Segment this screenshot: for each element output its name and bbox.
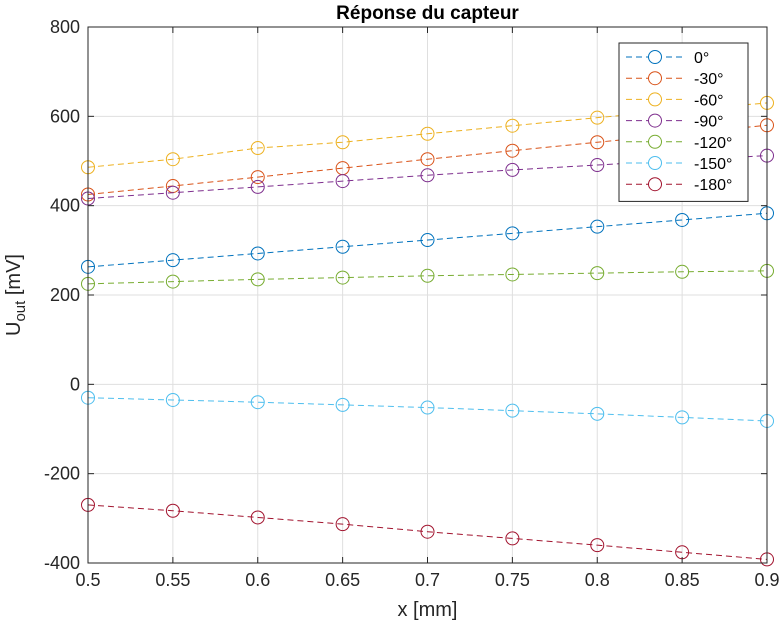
y-tick-label: 600 [50, 106, 80, 126]
legend-label: -90° [694, 114, 724, 131]
x-axis-label: x [mm] [398, 599, 458, 621]
legend-marker [648, 50, 662, 64]
data-point-marker [335, 270, 350, 285]
legend-marker [648, 92, 662, 107]
legend-box [618, 42, 749, 202]
data-point-marker [165, 253, 180, 268]
x-tick-label: 0.65 [325, 570, 360, 590]
y-tick-label: 200 [50, 285, 80, 305]
legend: 0° -30° -60° -90° -120° -150° -180° [618, 42, 749, 202]
data-point-marker [250, 272, 265, 287]
data-point-marker [165, 503, 180, 518]
x-tick-label: 0.8 [585, 570, 610, 590]
y-tick-label: -200 [44, 464, 80, 484]
data-point-marker [675, 410, 690, 425]
legend-marker [648, 177, 662, 192]
data-point-marker [675, 212, 690, 227]
series-line [87, 102, 768, 168]
series-line [87, 504, 768, 560]
data-point-marker [420, 168, 435, 183]
data-point-marker [335, 517, 350, 532]
data-point-marker [505, 531, 520, 546]
data-point-marker [505, 162, 520, 177]
data-point-marker [335, 239, 350, 254]
data-point-marker [250, 141, 265, 156]
data-point-marker [505, 226, 520, 241]
y-axis-label-main: U [3, 322, 25, 336]
data-point-marker [590, 266, 605, 281]
data-point-marker [420, 152, 435, 167]
data-point-marker [420, 400, 435, 415]
data-point-marker [590, 538, 605, 553]
series-line [87, 397, 768, 422]
legend-marker [648, 113, 662, 128]
series-line [87, 155, 768, 200]
legend-marker [648, 71, 662, 86]
data-point-marker [505, 267, 520, 282]
data-point-marker [420, 268, 435, 283]
series--150° [81, 390, 774, 428]
data-point-marker [590, 158, 605, 173]
series-0° [81, 206, 774, 274]
y-axis-label: Uout [mV] [3, 254, 29, 336]
data-point-marker [590, 406, 605, 421]
data-point-marker [335, 397, 350, 412]
data-point-marker [420, 233, 435, 248]
data-point-marker [420, 126, 435, 141]
x-tick-label: 0.9 [754, 570, 779, 590]
series-line [87, 212, 768, 268]
legend-label: -120° [694, 135, 732, 152]
data-point-marker [335, 174, 350, 189]
x-tick-label: 0.6 [245, 570, 270, 590]
data-point-marker [675, 264, 690, 279]
data-point-marker [250, 179, 265, 194]
series-line [87, 270, 768, 285]
data-point-marker [420, 524, 435, 539]
data-point-marker [505, 118, 520, 133]
legend-marker [648, 156, 662, 170]
data-point-marker [250, 170, 265, 185]
data-point-marker [590, 110, 605, 125]
data-point-marker [165, 274, 180, 289]
data-point-marker [590, 219, 605, 234]
x-tick-label: 0.75 [495, 570, 530, 590]
y-axis-label-subscript: out [12, 300, 29, 322]
y-tick-label: 0 [70, 374, 80, 394]
series-line [87, 124, 768, 195]
data-point-marker [165, 185, 180, 200]
legend-label: -180° [694, 177, 732, 194]
chart-title: Réponse du capteur [336, 3, 519, 24]
y-axis-ticks: 800 600 400 200 0 -200 -400 [44, 17, 767, 573]
data-point-marker [165, 152, 180, 167]
legend-label: -30° [694, 71, 724, 88]
data-point-marker [250, 395, 265, 410]
data-point-marker [250, 246, 265, 261]
y-axis-label-unit: [mV] [3, 254, 25, 301]
x-tick-label: 0.7 [415, 570, 440, 590]
data-point-marker [505, 143, 520, 158]
legend-label: -60° [694, 92, 724, 109]
y-tick-label: -400 [44, 553, 80, 573]
legend-label: 0° [694, 50, 709, 67]
y-tick-label: 400 [50, 196, 80, 216]
data-point-marker [165, 392, 180, 407]
legend-marker [648, 134, 662, 149]
y-tick-label: 800 [50, 17, 80, 37]
data-point-marker [505, 403, 520, 418]
x-axis-ticks: 0.5 0.55 0.6 0.65 0.7 0.75 0.8 0.85 0.9 [75, 27, 780, 590]
data-point-marker [335, 135, 350, 150]
data-point-marker [590, 135, 605, 150]
legend-label: -150° [694, 156, 732, 173]
x-tick-label: 0.85 [665, 570, 700, 590]
x-tick-label: 0.5 [75, 570, 100, 590]
data-point-marker [250, 510, 265, 525]
x-tick-label: 0.55 [155, 570, 190, 590]
